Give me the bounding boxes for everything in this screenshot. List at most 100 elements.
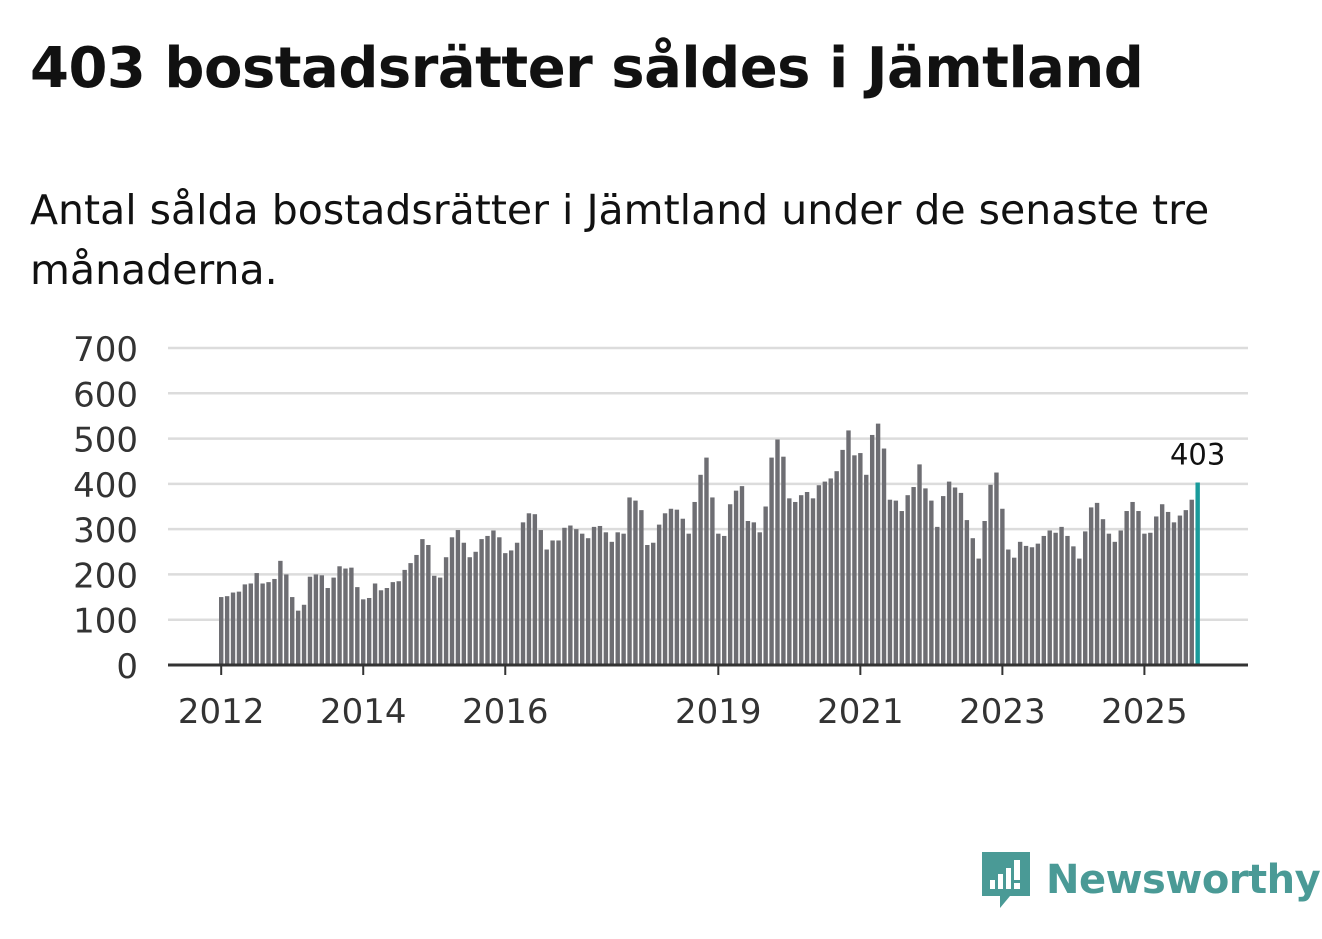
bar xyxy=(313,574,319,665)
bar xyxy=(1165,511,1171,665)
bar xyxy=(319,575,325,665)
bar xyxy=(414,554,419,665)
bar xyxy=(1000,508,1005,665)
bar xyxy=(621,533,626,665)
bar xyxy=(875,423,881,665)
y-tick-label: 400 xyxy=(73,466,138,506)
bar xyxy=(219,597,224,665)
bar xyxy=(1189,499,1194,665)
x-tick-label: 2023 xyxy=(959,692,1046,732)
bar xyxy=(1106,533,1112,665)
bar xyxy=(603,532,609,665)
x-tick-label: 2016 xyxy=(462,692,549,732)
bar xyxy=(1041,535,1047,665)
bar xyxy=(366,597,372,665)
bar xyxy=(526,513,532,665)
bar-chart: 0 100 200 300 400 500 600 700 2012 2014 2016 2019 20… xyxy=(73,330,1248,732)
bar xyxy=(254,573,259,665)
bar xyxy=(355,587,360,665)
bar xyxy=(361,599,366,665)
brand-name: Newsworthy xyxy=(1046,857,1321,903)
bar xyxy=(473,551,478,665)
bar xyxy=(491,530,496,665)
bar xyxy=(716,533,721,665)
bar xyxy=(781,456,786,665)
bar xyxy=(911,487,916,665)
bar xyxy=(745,520,751,665)
bar xyxy=(834,471,839,665)
bar xyxy=(1183,510,1189,665)
bar xyxy=(467,557,472,665)
bar xyxy=(1154,516,1159,665)
bar xyxy=(775,439,780,665)
bar xyxy=(846,430,851,665)
bar xyxy=(905,495,910,665)
highlight-bar xyxy=(1195,482,1200,665)
brand-logo: Newsworthy xyxy=(980,850,1321,910)
bar xyxy=(757,532,762,665)
newsworthy-logo-icon xyxy=(982,852,1030,908)
bar xyxy=(1053,532,1058,665)
bar xyxy=(698,474,703,665)
bar xyxy=(508,550,514,665)
bar xyxy=(964,520,970,665)
bar xyxy=(272,578,277,665)
bar xyxy=(1083,531,1088,665)
bar xyxy=(532,514,538,665)
bar xyxy=(1112,541,1118,665)
bar xyxy=(550,540,555,665)
bar xyxy=(544,549,549,665)
bar xyxy=(384,588,390,665)
bar xyxy=(899,511,904,665)
bar xyxy=(763,506,768,665)
y-tick-label: 600 xyxy=(73,375,138,415)
bar xyxy=(390,582,396,665)
bar xyxy=(982,520,987,665)
bar xyxy=(852,455,857,665)
bar xyxy=(538,530,543,665)
bar xyxy=(1171,522,1177,665)
chart-title: 403 bostadsrätter såldes i Jämtland xyxy=(30,36,1144,101)
bar xyxy=(1124,511,1129,665)
bar xyxy=(739,486,745,665)
bar xyxy=(810,498,816,665)
bar xyxy=(722,535,727,665)
y-tick-label: 0 xyxy=(116,647,138,687)
bar xyxy=(710,497,715,665)
bar xyxy=(727,504,733,665)
bar xyxy=(1047,530,1052,665)
bar xyxy=(349,567,354,665)
bar xyxy=(1077,558,1082,665)
bar xyxy=(461,542,467,665)
bar xyxy=(408,563,413,665)
bar xyxy=(396,581,401,665)
bar xyxy=(556,540,561,665)
bar xyxy=(787,498,792,665)
bar xyxy=(869,434,875,665)
bar xyxy=(609,541,614,665)
bar xyxy=(343,568,348,665)
bar xyxy=(585,538,591,665)
bar xyxy=(266,582,271,665)
bar xyxy=(929,500,934,665)
bar xyxy=(579,533,585,665)
bar xyxy=(597,525,603,665)
bar xyxy=(372,583,378,665)
bar xyxy=(674,509,680,665)
bar xyxy=(1130,501,1135,665)
bar xyxy=(840,449,845,665)
bar xyxy=(923,488,928,665)
bar xyxy=(1012,557,1017,665)
bar xyxy=(331,577,336,665)
bar xyxy=(692,501,697,665)
bar xyxy=(917,464,922,665)
bar xyxy=(627,497,632,665)
bar xyxy=(1118,530,1123,665)
bar xyxy=(260,583,265,665)
bar xyxy=(828,478,833,665)
bar xyxy=(1071,546,1076,665)
bar xyxy=(704,457,709,665)
bar xyxy=(816,485,822,665)
bar xyxy=(668,508,674,665)
bar xyxy=(881,448,887,665)
